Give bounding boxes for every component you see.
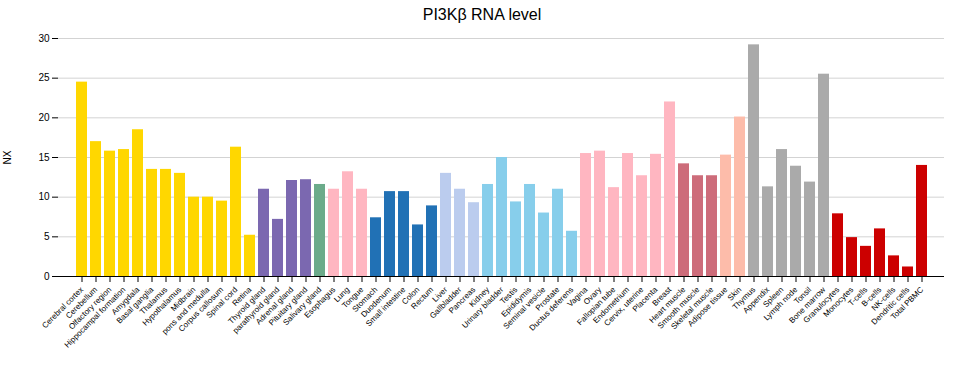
svg-text:Esophagus: Esophagus <box>303 285 338 320</box>
svg-text:Placenta: Placenta <box>630 285 660 314</box>
svg-text:Rectum: Rectum <box>409 285 436 311</box>
svg-text:Salivary gland: Salivary gland <box>281 285 324 328</box>
svg-text:5: 5 <box>44 231 50 242</box>
svg-text:Hypothalamus: Hypothalamus <box>140 285 184 328</box>
svg-text:Ductus deferens: Ductus deferens <box>528 285 576 333</box>
svg-text:NX: NX <box>2 150 13 164</box>
svg-text:Thyroid gland: Thyroid gland <box>226 285 268 326</box>
svg-text:Tonsil: Tonsil <box>792 285 814 306</box>
svg-text:15: 15 <box>38 152 50 163</box>
svg-text:Pancreas: Pancreas <box>447 285 478 316</box>
svg-text:Appendix: Appendix <box>741 285 772 316</box>
svg-text:Basal ganglia: Basal ganglia <box>114 285 156 326</box>
svg-text:Pituitary gland: Pituitary gland <box>267 285 310 328</box>
svg-text:Liver: Liver <box>430 285 450 304</box>
svg-text:Duodenum: Duodenum <box>359 285 394 320</box>
svg-text:B-cells: B-cells <box>859 285 884 309</box>
svg-text:Spinal cord: Spinal cord <box>204 285 240 320</box>
svg-text:pons and medulla: pons and medulla <box>160 285 212 337</box>
svg-text:Bone marrow: Bone marrow <box>787 285 828 326</box>
svg-text:Lung: Lung <box>332 285 352 305</box>
svg-text:Amygdala: Amygdala <box>109 285 142 317</box>
svg-text:Granulocytes: Granulocytes <box>801 285 842 325</box>
svg-text:parathyroid gland: parathyroid gland <box>231 285 282 336</box>
svg-text:Gallbladder: Gallbladder <box>427 285 464 321</box>
svg-text:Thymus: Thymus <box>730 285 758 312</box>
svg-text:Small intestine: Small intestine <box>364 285 408 329</box>
svg-text:Lymph node: Lymph node <box>761 285 800 323</box>
svg-text:NK-cells: NK-cells <box>869 285 898 313</box>
svg-text:30: 30 <box>38 33 50 44</box>
svg-text:10: 10 <box>38 191 50 202</box>
svg-text:Colon: Colon <box>400 285 422 307</box>
svg-text:Adrenal gland: Adrenal gland <box>253 285 296 327</box>
svg-text:Spleen: Spleen <box>761 285 786 310</box>
svg-text:0: 0 <box>44 271 50 282</box>
svg-text:Corpus callosum: Corpus callosum <box>176 285 226 334</box>
svg-text:Heart muscle: Heart muscle <box>647 285 688 325</box>
svg-text:Midbrain: Midbrain <box>169 285 198 314</box>
svg-text:Urinary bladder: Urinary bladder <box>460 285 505 330</box>
svg-text:Adipose tissue: Adipose tissue <box>686 285 730 329</box>
svg-text:T-cells: T-cells <box>846 285 870 308</box>
svg-text:Kidney: Kidney <box>467 285 492 309</box>
svg-text:Epididymis: Epididymis <box>499 285 534 319</box>
svg-text:Skeletal muscle: Skeletal muscle <box>669 285 716 332</box>
svg-text:Vagina: Vagina <box>565 285 590 309</box>
svg-text:Cerebellum: Cerebellum <box>63 285 100 321</box>
svg-text:Skin: Skin <box>725 285 744 303</box>
svg-text:Fallopian tube: Fallopian tube <box>575 285 618 328</box>
svg-text:Smooth muscle: Smooth muscle <box>655 285 702 331</box>
svg-text:Tongue: Tongue <box>340 285 366 311</box>
svg-text:Total PBMC: Total PBMC <box>889 285 925 321</box>
svg-text:Breast: Breast <box>650 285 674 308</box>
svg-text:20: 20 <box>38 112 50 123</box>
svg-text:Prostate: Prostate <box>533 285 562 313</box>
html-text:PI3Kβ RNA level: PI3Kβ RNA level <box>422 6 542 23</box>
svg-text:Seminal vesicle: Seminal vesicle <box>501 285 548 331</box>
svg-text:Endometrium: Endometrium <box>591 285 632 326</box>
svg-text:Hippocampal formation: Hippocampal formation <box>62 285 128 350</box>
svg-text:Olfactory region: Olfactory region <box>66 285 114 332</box>
svg-text:Retina: Retina <box>230 285 254 308</box>
svg-text:Cervix, uterine: Cervix, uterine <box>602 285 646 328</box>
svg-text:Dendritic cells: Dendritic cells <box>869 285 912 327</box>
svg-text:Testis: Testis <box>498 285 520 306</box>
svg-text:Monocytes: Monocytes <box>821 285 856 319</box>
svg-text:25: 25 <box>38 72 50 83</box>
svg-text:Ovary: Ovary <box>581 285 604 307</box>
svg-text:Thalamus: Thalamus <box>138 285 170 317</box>
svg-text:Cerebral cortex: Cerebral cortex <box>40 285 86 331</box>
svg-text:Stomach: Stomach <box>350 285 380 314</box>
